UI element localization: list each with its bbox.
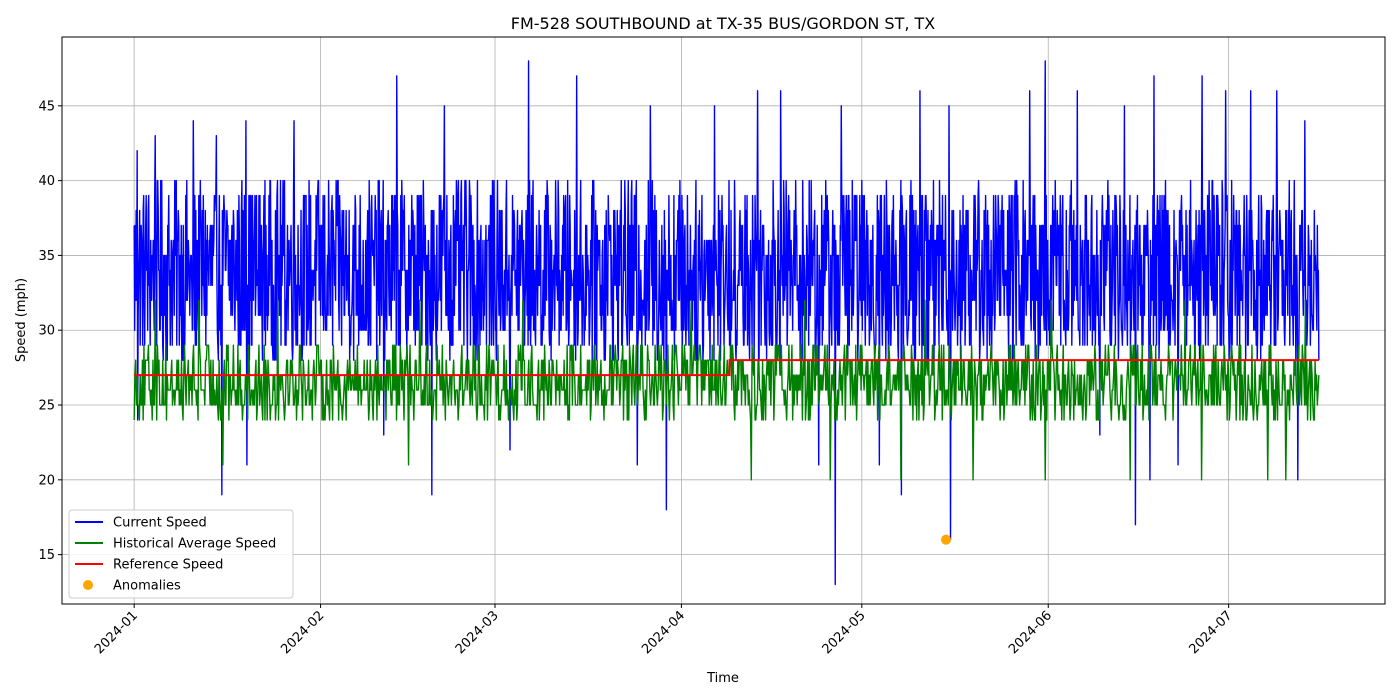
y-tick-label: 20 bbox=[38, 473, 55, 488]
series-layer bbox=[133, 60, 1320, 586]
anomaly-point bbox=[941, 534, 952, 545]
legend-box bbox=[68, 509, 294, 599]
y-tick-label: 35 bbox=[38, 249, 55, 264]
legend-label-1: Historical Average Speed bbox=[113, 537, 276, 552]
legend: Current Speed Historical Average Speed Ref… bbox=[68, 509, 294, 599]
legend-label-0: Current Speed bbox=[113, 516, 207, 531]
y-tick-label: 30 bbox=[38, 324, 55, 339]
y-tick-label: 45 bbox=[38, 99, 55, 114]
y-tick-label: 40 bbox=[38, 174, 55, 189]
legend-label-3: Anomalies bbox=[113, 579, 181, 594]
legend-label-2: Reference Speed bbox=[113, 558, 223, 573]
reference-line bbox=[134, 359, 1319, 377]
plot-frame bbox=[61, 36, 1386, 605]
y-tick-label: 15 bbox=[38, 548, 55, 563]
series-line-0 bbox=[133, 60, 1320, 586]
y-tick-label: 25 bbox=[38, 399, 55, 414]
chart-title: FM-528 SOUTHBOUND at TX-35 BUS/GORDON ST… bbox=[511, 14, 936, 33]
y-axis-title: Speed (mph) bbox=[14, 278, 29, 362]
legend-swatch-3 bbox=[83, 580, 93, 590]
x-axis-title: Time bbox=[706, 671, 739, 686]
